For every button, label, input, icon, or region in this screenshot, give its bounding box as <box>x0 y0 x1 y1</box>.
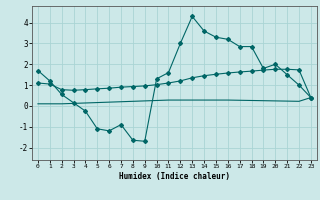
X-axis label: Humidex (Indice chaleur): Humidex (Indice chaleur) <box>119 172 230 181</box>
